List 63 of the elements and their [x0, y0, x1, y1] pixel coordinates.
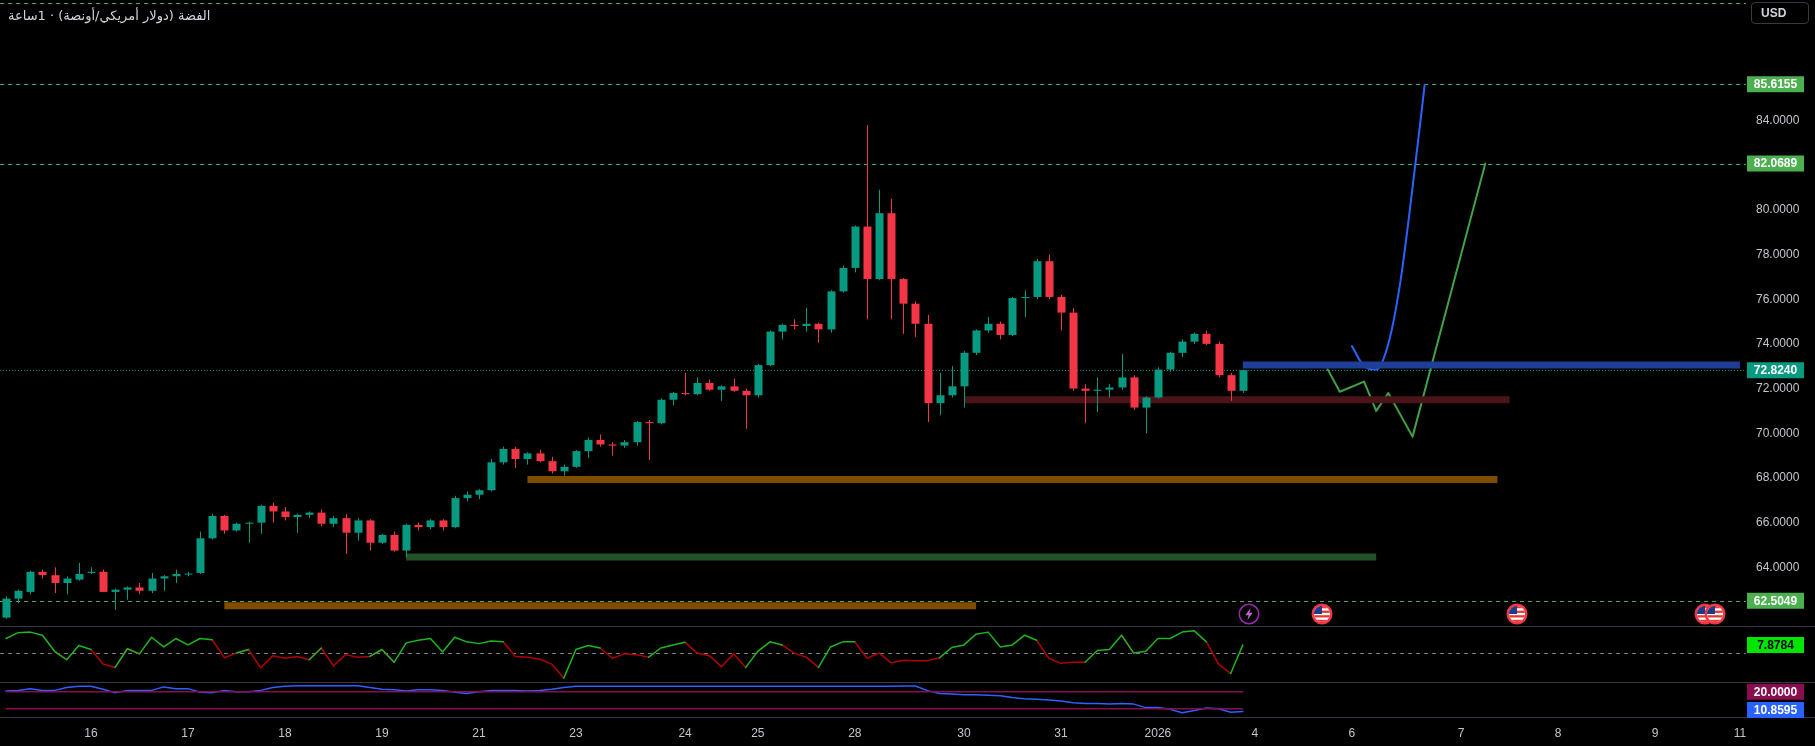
line-series: [1350, 83, 1426, 371]
y-tick-label: 78.0000: [1756, 246, 1800, 261]
candlestick: [99, 569, 108, 593]
x-tick-label: 16: [84, 725, 98, 740]
ref-line-label: 62.5049: [1753, 593, 1798, 608]
x-tick-label: 11: [1733, 725, 1747, 740]
y-tick-label: 84.0000: [1756, 112, 1800, 127]
x-tick-label: 6: [1348, 725, 1356, 740]
x-tick-label: 18: [278, 725, 292, 740]
candlestick: [839, 265, 848, 293]
ref-line-label: 82.0689: [1753, 156, 1798, 171]
candlestick: [1057, 294, 1066, 331]
x-tick-label: 17: [181, 725, 195, 740]
y-tick-label: 68.0000: [1756, 470, 1800, 485]
candlestick: [1142, 395, 1151, 434]
candlestick: [257, 504, 266, 535]
y-tick-label: 70.0000: [1756, 425, 1800, 440]
candlestick: [366, 518, 375, 552]
x-tick-label: 25: [751, 725, 765, 740]
x-tick-label: 19: [375, 725, 389, 740]
y-tick-label: 10.8595: [1753, 702, 1798, 717]
candlestick: [390, 531, 399, 553]
candlestick: [608, 441, 617, 457]
candlestick: [657, 398, 666, 425]
candlestick: [26, 570, 35, 595]
candlestick: [51, 566, 60, 594]
x-tick-label: 7: [1457, 725, 1465, 740]
candlestick: [1118, 353, 1127, 391]
candlestick: [220, 514, 229, 535]
x-tick-label: 31: [1054, 725, 1068, 740]
text: الفضة (دولار أمريكي/أونصة) · 1ساعة: [8, 8, 211, 24]
candlestick: [936, 372, 945, 416]
y-tick-label: 80.0000: [1756, 202, 1800, 217]
y-axis-title: USD: [1751, 2, 1809, 24]
ref-line-label: 72.8240: [1753, 362, 1798, 377]
y-tick-label: 74.0000: [1756, 336, 1800, 351]
x-tick-label: 21: [472, 725, 486, 740]
candlestick: [208, 513, 217, 540]
candlestick: [911, 300, 920, 338]
candlestick: [1227, 372, 1236, 402]
ref-line-label: 85.6155: [1753, 77, 1798, 92]
y-tick-label: 64.0000: [1756, 559, 1800, 574]
candlestick: [511, 446, 520, 469]
y-tick-label: 72.0000: [1756, 380, 1800, 395]
candlestick: [342, 513, 351, 555]
text: 7.8784: [1757, 637, 1795, 652]
candlestick: [148, 572, 157, 594]
x-tick-label: 8: [1554, 725, 1562, 740]
y-tick-label: 66.0000: [1756, 514, 1800, 529]
y-tick-label: 76.0000: [1756, 291, 1800, 306]
x-tick-label: 2026: [1144, 725, 1172, 740]
candlestick: [972, 328, 981, 356]
y-tick-label: 20.0000: [1753, 684, 1798, 699]
x-tick-label: 30: [957, 725, 971, 740]
candlestick: [2, 595, 11, 620]
x-tick-label: 24: [678, 725, 693, 740]
candlestick: [584, 437, 593, 459]
x-tick-label: 28: [848, 725, 862, 740]
candlestick: [633, 420, 642, 447]
x-tick-label: 9: [1651, 725, 1659, 740]
candlestick: [354, 517, 363, 542]
x-tick-label: 4: [1251, 725, 1259, 740]
x-tick-label: 23: [569, 725, 583, 740]
